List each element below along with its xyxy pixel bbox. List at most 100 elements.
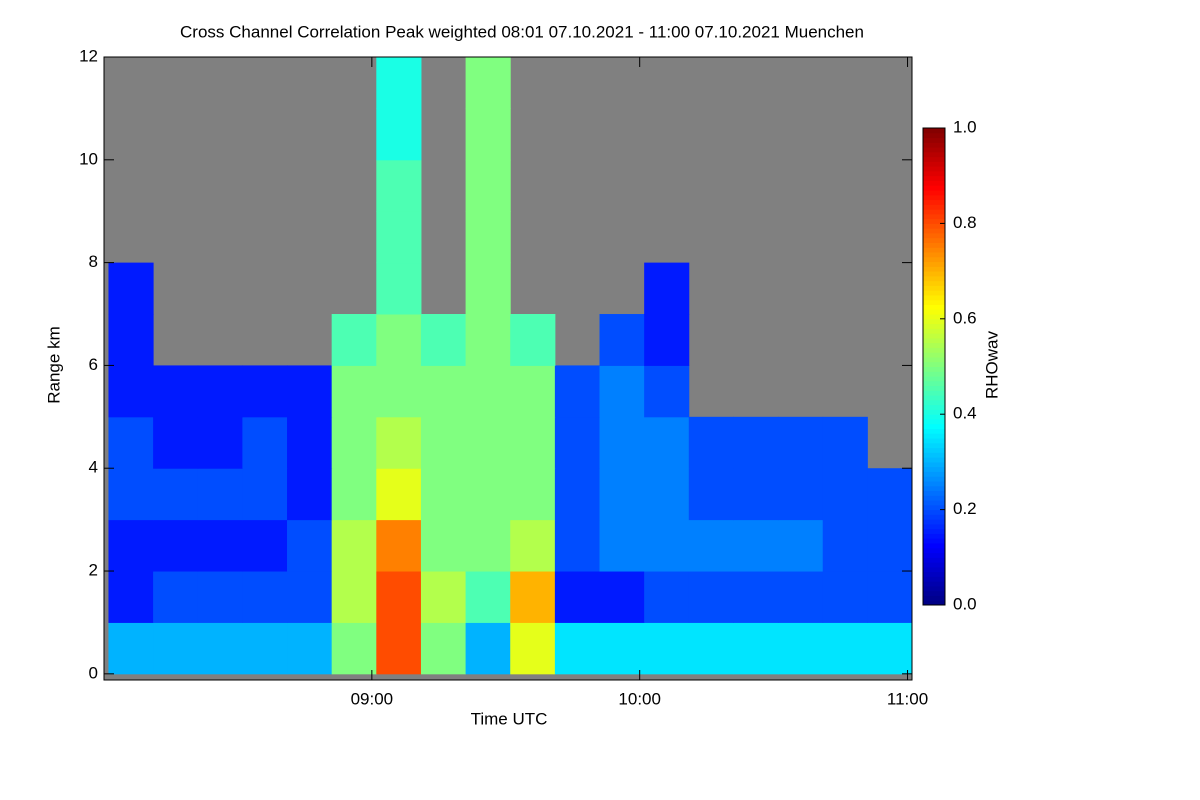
colorbar-segment xyxy=(923,213,945,220)
heatmap-cell xyxy=(465,159,511,212)
colorbar-segment xyxy=(923,252,945,258)
colorbar-segment xyxy=(923,395,945,401)
heatmap-cell xyxy=(822,416,868,469)
colorbar-segment xyxy=(923,542,945,549)
colorbar-segment xyxy=(923,266,945,272)
heatmap-cell xyxy=(153,519,199,572)
heatmap-cell xyxy=(287,365,333,418)
colorbar-segment xyxy=(923,232,945,239)
colorbar-segment xyxy=(923,242,945,248)
x-tick-label: 10:00 xyxy=(618,689,661,708)
heatmap-cell xyxy=(822,519,868,572)
colorbar-segment xyxy=(923,423,945,430)
colorbar-segment xyxy=(923,538,945,544)
heatmap-cell xyxy=(331,468,377,521)
heatmap-cell xyxy=(376,211,422,264)
colorbar-tick-label: 0.4 xyxy=(953,404,977,423)
heatmap-cell xyxy=(287,571,333,623)
colorbar-segment xyxy=(923,161,945,167)
heatmap-cell xyxy=(644,571,690,623)
heatmap-cell xyxy=(867,622,913,675)
heatmap-cell xyxy=(554,622,601,675)
heatmap-cell xyxy=(599,365,645,418)
y-axis-label: Range km xyxy=(44,326,63,403)
heatmap-cell xyxy=(331,519,377,572)
colorbar-segment xyxy=(923,528,945,534)
heatmap-cell xyxy=(376,519,422,572)
heatmap-cell xyxy=(287,519,333,572)
heatmap-cell xyxy=(420,314,467,366)
colorbar-segment xyxy=(923,595,945,601)
heatmap-cell xyxy=(733,468,779,521)
heatmap-cell xyxy=(108,314,154,366)
heatmap-cell xyxy=(510,365,556,418)
heatmap-cell xyxy=(465,571,511,623)
colorbar-segment xyxy=(923,452,945,458)
colorbar-segment xyxy=(923,194,945,201)
heatmap-cell xyxy=(510,416,556,469)
colorbar-segment xyxy=(923,600,945,606)
heatmap-cell xyxy=(554,519,601,572)
colorbar-segment xyxy=(923,404,945,410)
colorbar-segment xyxy=(923,328,945,334)
heatmap-cell xyxy=(153,468,199,521)
colorbar-segment xyxy=(923,557,945,563)
heatmap-cell xyxy=(465,365,511,418)
heatmap-cell xyxy=(242,416,288,469)
heatmap-cell xyxy=(733,571,779,623)
heatmap-cell xyxy=(465,468,511,521)
heatmap-cell xyxy=(688,416,734,469)
colorbar-segment xyxy=(923,142,945,148)
colorbar-segment xyxy=(923,457,945,463)
heatmap-cell xyxy=(465,57,511,109)
heatmap-cell xyxy=(108,571,154,623)
heatmap-cell xyxy=(287,622,333,675)
heatmap-cell xyxy=(376,314,422,366)
colorbar-segment xyxy=(923,247,945,253)
heatmap-cell xyxy=(108,365,154,418)
colorbar-segment xyxy=(923,476,945,482)
chart-title: Cross Channel Correlation Peak weighted … xyxy=(180,22,864,41)
heatmap-cell xyxy=(287,468,333,521)
heatmap-cell xyxy=(688,519,734,572)
heatmap-cell xyxy=(331,314,377,366)
colorbar-segment xyxy=(923,223,945,229)
colorbar-segment xyxy=(923,533,945,539)
heatmap-cell xyxy=(376,159,422,212)
colorbar-segment xyxy=(923,590,945,596)
heatmap-cell xyxy=(420,365,467,418)
colorbar-segment xyxy=(923,304,945,310)
heatmap-cell xyxy=(465,416,511,469)
heatmap-cell xyxy=(599,571,645,623)
y-tick-label: 8 xyxy=(89,252,98,271)
colorbar-segment xyxy=(923,337,945,344)
colorbar-tick-label: 0.6 xyxy=(953,308,977,327)
colorbar-segment xyxy=(923,552,945,558)
heatmap-cell xyxy=(242,468,288,521)
colorbar-segment xyxy=(923,509,945,515)
heatmap-cell xyxy=(197,571,243,623)
heatmap-cell xyxy=(822,622,868,675)
y-tick-label: 2 xyxy=(89,561,98,580)
colorbar-segment xyxy=(923,271,945,277)
heatmap-cell xyxy=(599,314,645,366)
heatmap-cell xyxy=(510,468,556,521)
heatmap-cell xyxy=(108,262,154,315)
colorbar-segment xyxy=(923,137,945,143)
heatmap-cell xyxy=(197,365,243,418)
heatmap-cell xyxy=(510,571,556,623)
heatmap-cell xyxy=(733,519,779,572)
colorbar-segment xyxy=(923,128,945,134)
colorbar-segment xyxy=(923,447,945,453)
colorbar-segment xyxy=(923,371,945,377)
colorbar-segment xyxy=(923,147,945,153)
heatmap-cell xyxy=(420,571,467,623)
colorbar-segment xyxy=(923,347,945,353)
colorbar-segment xyxy=(923,352,945,358)
heatmap-cell xyxy=(376,262,422,315)
colorbar-segment xyxy=(923,132,945,139)
colorbar-segment xyxy=(923,190,945,196)
colorbar-segment xyxy=(923,428,945,434)
heatmap-cell xyxy=(197,622,243,675)
